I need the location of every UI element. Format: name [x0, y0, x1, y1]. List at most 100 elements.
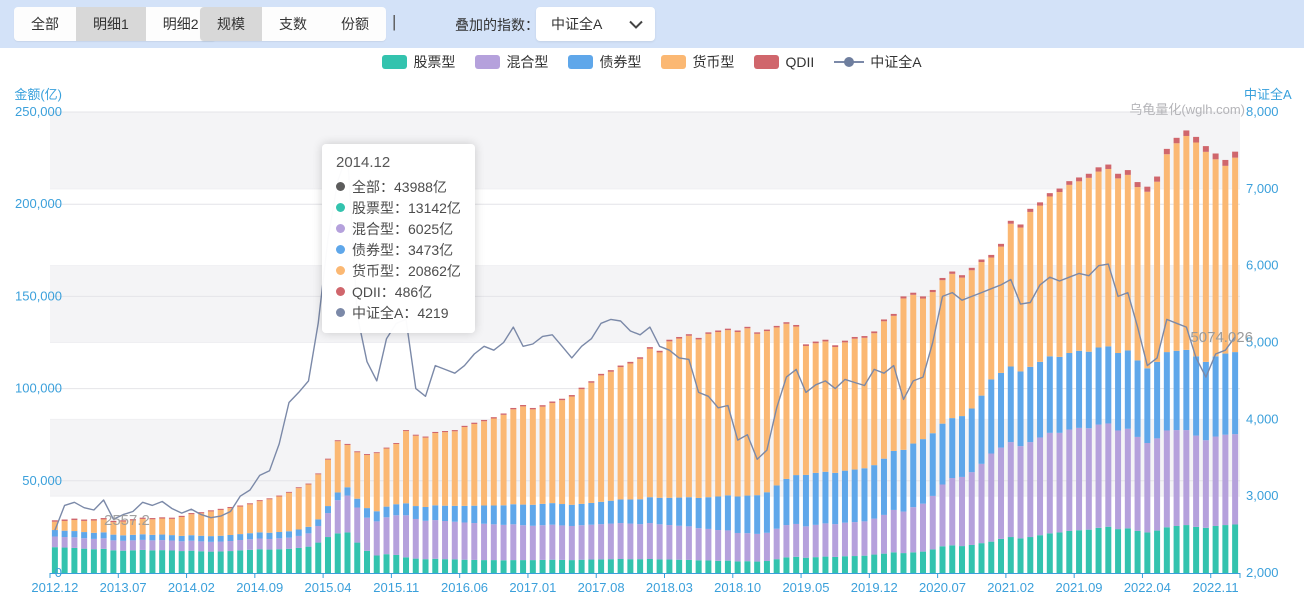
bar-segment-债券型	[295, 529, 302, 536]
bar-segment-混合型	[676, 525, 683, 560]
bar-segment-QDII	[754, 332, 761, 334]
bar-segment-QDII	[802, 344, 809, 346]
bar-segment-股票型	[900, 553, 907, 573]
svg-text:2022.11: 2022.11	[1193, 580, 1239, 595]
legend-item-股票型[interactable]: 股票型	[382, 52, 455, 72]
bar-segment-股票型	[442, 559, 449, 573]
bar-segment-货币型	[1046, 196, 1053, 357]
bar-segment-债券型	[1056, 356, 1063, 433]
bar-segment-混合型	[978, 463, 985, 544]
bar-segment-债券型	[851, 469, 858, 523]
legend-item-债券型[interactable]: 债券型	[568, 52, 641, 72]
tab-detail-1[interactable]: 全部	[31, 16, 59, 32]
bar-segment-货币型	[841, 342, 848, 471]
bar-segment-QDII	[285, 491, 292, 493]
tab-metric-2[interactable]: 支数	[279, 16, 307, 32]
bar-segment-债券型	[588, 502, 595, 525]
bar-segment-混合型	[412, 518, 419, 559]
bar-segment-股票型	[237, 550, 244, 573]
tooltip-row-text: 全部：43988亿	[352, 178, 447, 195]
bar-segment-股票型	[217, 551, 224, 573]
bar-segment-混合型	[1105, 423, 1112, 527]
bar-segment-混合型	[51, 536, 58, 548]
bar-segment-混合型	[305, 533, 312, 547]
bar-segment-QDII	[1105, 164, 1112, 169]
bar-segment-混合型	[1183, 430, 1190, 526]
bar-segment-货币型	[442, 432, 449, 506]
tooltip-rows: 全部：43988亿 股票型：13142亿 混合型：6025亿 债券型：3473亿 货币型…	[336, 176, 461, 323]
bar-segment-股票型	[354, 542, 361, 573]
bar-segment-QDII	[841, 340, 848, 343]
bar-segment-债券型	[188, 535, 195, 541]
legend-item-中证全A[interactable]: 中证全A	[834, 52, 922, 72]
bar-segment-混合型	[110, 540, 117, 551]
tab-metric-1[interactable]: 规模	[200, 7, 262, 41]
bar-segment-债券型	[412, 506, 419, 519]
bar-segment-QDII	[461, 425, 468, 428]
bar-segment-混合型	[403, 515, 410, 558]
svg-text:2020.07: 2020.07	[919, 580, 966, 595]
bar-segment-债券型	[1007, 366, 1014, 443]
svg-text:2016.06: 2016.06	[441, 580, 488, 595]
index-select[interactable]: 中证全A	[536, 7, 655, 41]
bar-segment-股票型	[1193, 526, 1200, 573]
bar-segment-债券型	[451, 505, 458, 522]
bar-segment-混合型	[861, 521, 868, 556]
bar-segment-混合型	[773, 528, 780, 560]
bar-segment-股票型	[373, 555, 380, 573]
bar-segment-债券型	[237, 534, 244, 540]
watermark: 乌龟量化(wglh.com)	[1129, 102, 1245, 117]
bar-segment-货币型	[529, 409, 536, 505]
bar-segment-货币型	[822, 341, 829, 472]
bar-segment-货币型	[793, 326, 800, 476]
bar-segment-货币型	[500, 414, 507, 506]
bar-segment-混合型	[432, 520, 439, 559]
bar-segment-混合型	[207, 541, 214, 552]
legend-item-混合型[interactable]: 混合型	[475, 52, 548, 72]
tab-detail-3[interactable]: 明细2	[162, 16, 199, 32]
bars-layer[interactable]	[51, 130, 1239, 573]
bar-segment-债券型	[549, 503, 556, 525]
left-axis-title: 金额(亿)	[14, 87, 62, 102]
bar-segment-债券型	[305, 526, 312, 534]
bar-segment-债券型	[471, 505, 478, 524]
bar-segment-股票型	[432, 558, 439, 573]
svg-text:2017.01: 2017.01	[509, 580, 556, 595]
bar-segment-混合型	[1163, 430, 1170, 528]
bar-segment-QDII	[998, 243, 1005, 247]
bar-segment-混合型	[1046, 432, 1053, 534]
bar-segment-QDII	[1007, 220, 1014, 224]
bar-segment-货币型	[1124, 174, 1131, 351]
bar-segment-货币型	[968, 270, 975, 409]
chart-legend: 股票型 混合型 债券型 货币型 QDII 中证全A	[0, 48, 1304, 76]
legend-item-货币型[interactable]: 货币型	[661, 52, 734, 72]
bar-segment-混合型	[461, 522, 468, 560]
bar-segment-QDII	[276, 495, 283, 497]
bar-segment-股票型	[315, 542, 322, 573]
chart-tooltip: 2014.12 全部：43988亿 股票型：13142亿 混合型：6025亿 债券型：…	[322, 144, 475, 333]
tooltip-row-QDII: QDII：486亿	[336, 281, 461, 302]
bar-segment-债券型	[120, 535, 127, 541]
tab-metric-3[interactable]: 份额	[341, 16, 369, 32]
bar-segment-QDII	[383, 447, 390, 449]
bar-segment-股票型	[324, 537, 331, 573]
legend-item-QDII[interactable]: QDII	[754, 54, 814, 70]
bar-segment-债券型	[637, 499, 644, 525]
bar-segment-货币型	[451, 431, 458, 506]
bar-segment-债券型	[968, 408, 975, 473]
bar-segment-货币型	[432, 433, 439, 506]
legend-swatch	[568, 55, 594, 69]
bar-segment-混合型	[695, 528, 702, 561]
bar-segment-货币型	[763, 331, 770, 493]
bar-segment-QDII	[168, 517, 175, 519]
bar-segment-QDII	[1154, 176, 1161, 182]
x-axis	[49, 573, 1241, 578]
bar-segment-货币型	[890, 315, 897, 451]
tab-detail-2[interactable]: 明细1	[76, 7, 146, 41]
bar-segment-混合型	[217, 541, 224, 552]
bar-segment-货币型	[217, 509, 224, 536]
bar-segment-债券型	[266, 532, 273, 539]
svg-text:2018.10: 2018.10	[714, 580, 761, 595]
bar-segment-股票型	[1007, 537, 1014, 573]
